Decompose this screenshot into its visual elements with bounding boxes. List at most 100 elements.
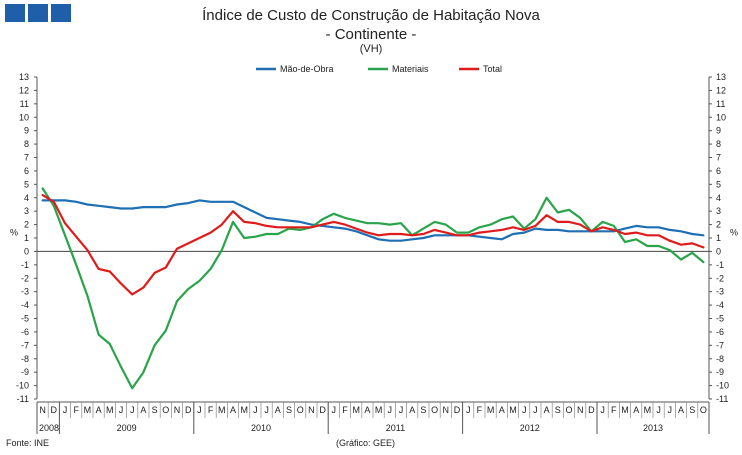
source-note: Fonte: INE xyxy=(6,438,50,448)
month-tick-label: M xyxy=(509,405,517,415)
month-tick-label: S xyxy=(689,405,695,415)
year-label: 2012 xyxy=(520,423,540,433)
y-tick-label-right: 12 xyxy=(716,85,726,95)
month-tick-label: J xyxy=(332,405,337,415)
y-tick-label-right: -2 xyxy=(716,273,724,283)
logo-block-2 xyxy=(28,4,48,22)
month-tick-label: F xyxy=(73,405,79,415)
graphic-credit: (Gráfico: GEE) xyxy=(336,438,396,448)
month-tick-label: J xyxy=(63,405,68,415)
gee-logo xyxy=(5,4,71,22)
y-tick-label-right: -4 xyxy=(716,300,724,310)
month-tick-label: A xyxy=(633,405,639,415)
y-tick-label-right: 1 xyxy=(716,233,721,243)
month-tick-label: J xyxy=(197,405,202,415)
chart-unit-note: (VH) xyxy=(359,43,383,55)
month-tick-label: N xyxy=(174,405,181,415)
y-tick-label-left: 6 xyxy=(24,166,29,176)
month-tick-label: N xyxy=(443,405,450,415)
legend-label: Total xyxy=(483,64,502,74)
y-tick-label-left: -4 xyxy=(21,300,29,310)
month-tick-label: J xyxy=(399,405,404,415)
y-tick-label-right: 5 xyxy=(716,179,721,189)
y-tick-label-left: -3 xyxy=(21,287,29,297)
month-tick-label: M xyxy=(487,405,495,415)
year-label: 2008 xyxy=(39,423,59,433)
month-tick-label: A xyxy=(230,405,236,415)
month-tick-label: J xyxy=(533,405,538,415)
month-tick-label: J xyxy=(668,405,673,415)
y-tick-label-left: 13 xyxy=(19,72,29,82)
y-tick-label-left: 9 xyxy=(24,126,29,136)
y-tick-label-right: 11 xyxy=(716,99,725,109)
y-tick-label-left: -1 xyxy=(21,260,29,270)
y-tick-label-left: 5 xyxy=(24,179,29,189)
y-axis-label-left: % xyxy=(10,227,18,237)
month-tick-label: J xyxy=(119,405,124,415)
month-tick-label: O xyxy=(297,405,304,415)
y-tick-label-right: 10 xyxy=(716,112,726,122)
month-tick-label: D xyxy=(319,405,326,415)
y-tick-label-right: 13 xyxy=(716,72,726,82)
y-tick-label-left: 8 xyxy=(24,139,29,149)
y-tick-label-right: -8 xyxy=(716,354,724,364)
legend-label: Mão-de-Obra xyxy=(280,64,334,74)
month-tick-label: D xyxy=(185,405,192,415)
month-tick-label: A xyxy=(140,405,146,415)
month-tick-label: M xyxy=(352,405,360,415)
month-tick-label: A xyxy=(678,405,684,415)
year-label: 2010 xyxy=(251,423,271,433)
year-label: 2011 xyxy=(386,423,405,433)
month-tick-label: A xyxy=(364,405,370,415)
month-tick-label: M xyxy=(84,405,92,415)
y-tick-label-right: 2 xyxy=(716,220,721,230)
y-tick-label-left: 1 xyxy=(24,233,29,243)
legend-label: Materiais xyxy=(392,64,429,74)
month-tick-label: M xyxy=(375,405,383,415)
y-tick-label-left: -2 xyxy=(21,273,29,283)
month-tick-label: A xyxy=(544,405,550,415)
y-tick-label-right: -11 xyxy=(716,394,728,404)
y-tick-label-left: 12 xyxy=(19,85,29,95)
y-tick-label-right: 4 xyxy=(716,193,721,203)
y-tick-label-right: -7 xyxy=(716,340,724,350)
month-tick-label: J xyxy=(522,405,527,415)
y-tick-label-right: 6 xyxy=(716,166,721,176)
month-tick-label: A xyxy=(96,405,102,415)
month-tick-label: S xyxy=(152,405,158,415)
month-tick-label: M xyxy=(240,405,248,415)
month-tick-label: M xyxy=(644,405,652,415)
month-tick-label: O xyxy=(162,405,169,415)
y-tick-label-left: 11 xyxy=(20,99,29,109)
y-tick-label-left: -9 xyxy=(21,367,29,377)
month-tick-label: J xyxy=(130,405,135,415)
y-tick-label-left: -10 xyxy=(16,381,29,391)
y-tick-label-left: -7 xyxy=(21,340,29,350)
month-tick-label: O xyxy=(700,405,707,415)
y-tick-label-left: 2 xyxy=(24,220,29,230)
month-tick-label: O xyxy=(431,405,438,415)
month-tick-label: F xyxy=(208,405,214,415)
month-tick-label: A xyxy=(275,405,281,415)
month-tick-label: F xyxy=(611,405,617,415)
y-tick-label-right: -10 xyxy=(716,381,729,391)
month-tick-label: J xyxy=(600,405,605,415)
month-tick-label: D xyxy=(454,405,461,415)
y-axis-label-right: % xyxy=(730,227,738,237)
month-tick-label: J xyxy=(253,405,258,415)
month-tick-label: J xyxy=(656,405,661,415)
y-tick-label-left: 3 xyxy=(24,206,29,216)
month-tick-label: J xyxy=(264,405,269,415)
y-tick-label-left: -5 xyxy=(21,314,29,324)
y-tick-label-left: -8 xyxy=(21,354,29,364)
y-tick-label-right: 7 xyxy=(716,153,721,163)
month-tick-label: D xyxy=(588,405,595,415)
y-tick-label-right: -6 xyxy=(716,327,724,337)
month-tick-label: M xyxy=(218,405,226,415)
month-tick-label: J xyxy=(388,405,393,415)
chart-subtitle: - Continente - xyxy=(325,26,417,43)
month-tick-label: N xyxy=(308,405,315,415)
month-tick-label: N xyxy=(39,405,46,415)
month-tick-label: F xyxy=(477,405,483,415)
month-tick-label: S xyxy=(555,405,561,415)
